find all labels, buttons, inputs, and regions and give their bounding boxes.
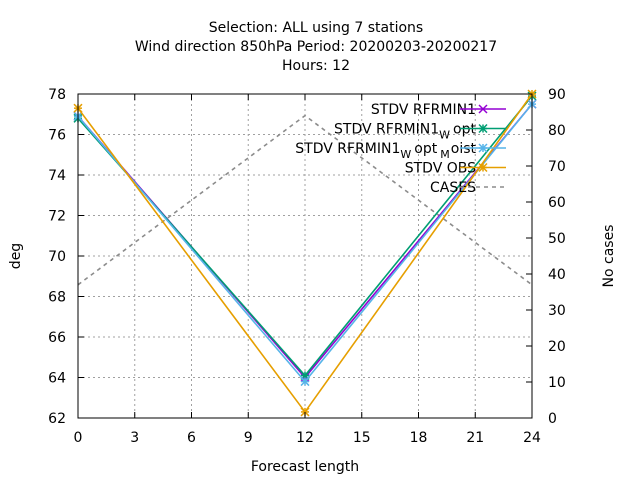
series-3 (73, 89, 537, 417)
y2-tick-label: 20 (548, 339, 566, 355)
y-tick-label: 66 (48, 330, 66, 346)
title-line-2: Wind direction 850hPa Period: 20200203-2… (135, 39, 497, 55)
y2-tick-label: 10 (548, 375, 566, 391)
legend-item: STDV OBS (405, 161, 506, 177)
x-tick-label: 9 (244, 430, 253, 446)
y-tick-label: 76 (48, 128, 66, 144)
x-tick-label: 0 (74, 430, 83, 446)
y2-axis-label: No cases (601, 225, 617, 288)
y2-tick-label: 90 (548, 87, 566, 103)
y2-tick-label: 0 (548, 411, 557, 427)
legend-marker (478, 143, 488, 153)
y-axis-label: deg (8, 243, 24, 269)
y2-tick-label: 80 (548, 123, 566, 139)
y2-tick-label: 30 (548, 303, 566, 319)
y2-tick-label: 50 (548, 231, 566, 247)
x-tick-label: 12 (296, 430, 314, 446)
y-tick-label: 64 (48, 371, 66, 387)
legend-item: CASES (430, 180, 506, 196)
data-point (300, 377, 310, 387)
y-tick-label: 78 (48, 87, 66, 103)
y2-tick-label: 40 (548, 267, 566, 283)
title-line-3: Hours: 12 (282, 58, 350, 74)
legend-label: STDV OBS (405, 161, 476, 177)
y-tick-label: 70 (48, 249, 66, 265)
y2-tick-label: 60 (548, 195, 566, 211)
x-tick-label: 24 (523, 430, 541, 446)
axis-ticks: 0 3 6 9 12 15 18 21 24 62 64 66 68 70 72 74 76 78 0 10 20 30 4… (48, 87, 566, 446)
series-lines (73, 89, 537, 417)
y-tick-label: 74 (48, 168, 66, 184)
x-tick-label: 15 (353, 430, 371, 446)
legend-marker (478, 104, 488, 114)
legend-label: STDV RFRMIN1W opt Moist (295, 141, 476, 161)
legend-item: STDV RFRMIN1W opt Moist (295, 141, 506, 161)
y-tick-label: 68 (48, 290, 66, 306)
y2-tick-label: 70 (548, 159, 566, 175)
chart-title: Selection: ALL using 7 stations Wind dir… (135, 20, 497, 74)
legend-marker (478, 123, 488, 134)
y-tick-label: 72 (48, 209, 66, 225)
legend-label: STDV RFRMIN1W opt (334, 122, 476, 142)
x-tick-label: 3 (130, 430, 139, 446)
series-4 (77, 114, 533, 286)
x-axis-label: Forecast length (251, 459, 359, 475)
legend-label: CASES (430, 180, 476, 196)
series-line (77, 114, 533, 286)
y-tick-label: 62 (48, 411, 66, 427)
x-tick-label: 18 (410, 430, 428, 446)
x-tick-label: 6 (187, 430, 196, 446)
x-tick-label: 21 (466, 430, 484, 446)
title-line-1: Selection: ALL using 7 stations (209, 20, 423, 36)
legend-label: STDV RFRMIN1 (371, 102, 476, 118)
legend-item: STDV RFRMIN1W opt (334, 122, 506, 142)
legend-marker (478, 162, 488, 173)
legend-item: STDV RFRMIN1 (371, 102, 506, 118)
